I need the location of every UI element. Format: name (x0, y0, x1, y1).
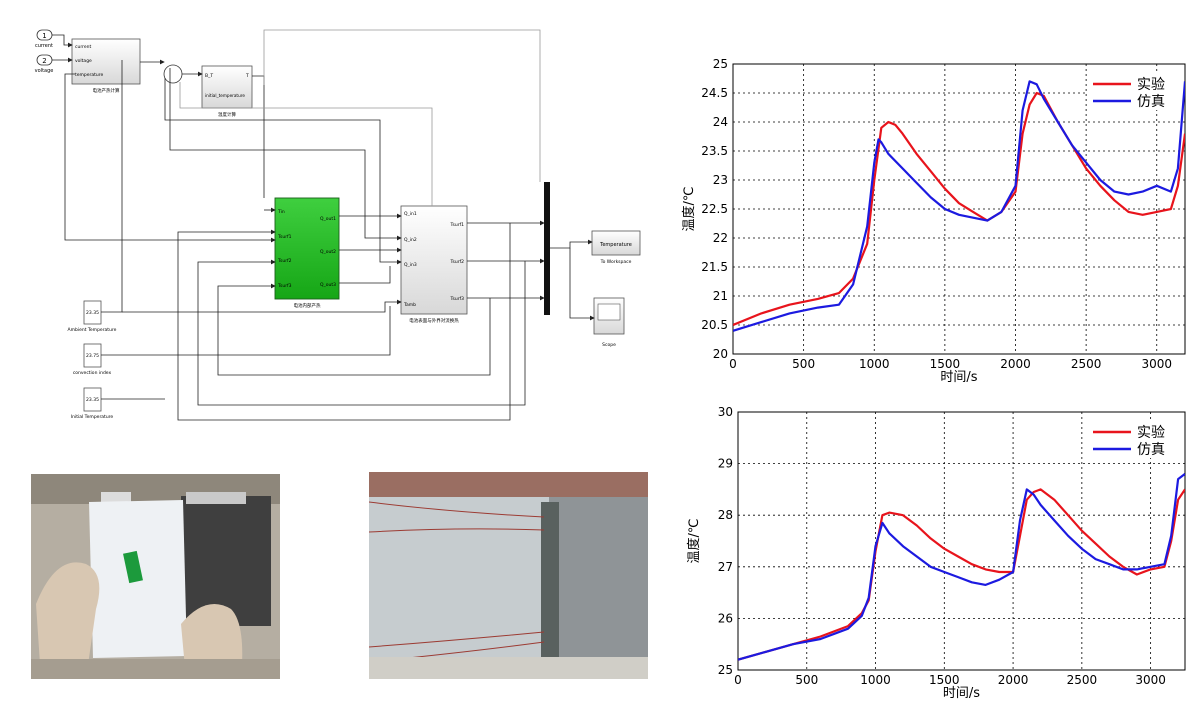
y-axis-label: 温度/℃ (686, 519, 702, 564)
y-tick-label: 21.5 (701, 260, 728, 274)
y-tick-label: 24 (713, 115, 728, 129)
svg-text:voltage: voltage (75, 58, 92, 64)
x-tick-label: 500 (795, 673, 818, 687)
y-tick-label: 20.5 (701, 318, 728, 332)
scope-block[interactable]: Scope (593, 297, 625, 348)
svg-text:Q_out1: Q_out1 (320, 216, 336, 222)
x-tick-label: 2000 (998, 673, 1029, 687)
legend (1087, 72, 1181, 110)
legend-label: 仿真 (1137, 442, 1165, 458)
y-tick-label: 20 (713, 347, 728, 361)
y-tick-label: 24.5 (701, 86, 728, 100)
svg-text:Tamb: Tamb (403, 302, 416, 308)
svg-text:Tsurf2: Tsurf2 (450, 259, 465, 265)
temperature-calc-block[interactable]: B_T T initial_temperature 温度计算 (201, 65, 253, 118)
svg-text:Tsurf1: Tsurf1 (277, 234, 292, 240)
x-tick-label: 2500 (1071, 357, 1102, 371)
svg-text:23.35: 23.35 (86, 310, 99, 316)
mux-block[interactable] (544, 182, 550, 315)
svg-text:Tsurf3: Tsurf3 (277, 283, 292, 289)
y-tick-label: 29 (718, 457, 733, 471)
sum-block[interactable] (163, 64, 183, 84)
y-tick-label: 28 (718, 508, 733, 522)
x-tick-label: 3000 (1135, 673, 1166, 687)
svg-text:convection index: convection index (73, 370, 112, 376)
x-tick-label: 1000 (859, 357, 890, 371)
battery-thermal-block[interactable]: Tin Tsurf1 Tsurf2 Tsurf3 Q_out1 Q_out2 Q… (274, 197, 340, 309)
x-tick-label: 1500 (930, 357, 961, 371)
svg-text:温度计算: 温度计算 (218, 111, 236, 118)
svg-text:23.75: 23.75 (86, 353, 99, 359)
x-axis-label: 时间/s (943, 686, 980, 701)
svg-text:Q_out3: Q_out3 (320, 282, 336, 288)
y-tick-label: 30 (718, 405, 733, 419)
y-tick-label: 25 (718, 663, 733, 677)
battery-with-sensor-photo (31, 474, 280, 679)
legend-label: 实验 (1137, 77, 1165, 93)
convection-block[interactable]: Q_in1 Q_in2 Q_in3 Tamb Tsurf1 Tsurf2 Tsu… (400, 205, 468, 324)
simulink-diagram: 1 current 2 voltage current voltage temp… (35, 29, 641, 421)
legend-label: 实验 (1137, 425, 1165, 441)
y-tick-label: 23 (713, 173, 728, 187)
y-tick-label: 21 (713, 289, 728, 303)
y-tick-label: 27 (718, 560, 733, 574)
heat-generation-block[interactable]: current voltage temperature 电池产热计算 (71, 38, 141, 94)
svg-text:2: 2 (42, 57, 46, 65)
x-tick-label: 2000 (1000, 357, 1031, 371)
svg-text:Scope: Scope (602, 342, 616, 348)
to-workspace-block[interactable]: Temperature To Workspace (591, 230, 641, 265)
y-tick-label: 22 (713, 231, 728, 245)
x-tick-label: 500 (792, 357, 815, 371)
legend-label: 仿真 (1137, 94, 1165, 110)
svg-text:电池内部产热: 电池内部产热 (294, 302, 321, 309)
svg-text:电池产热计算: 电池产热计算 (93, 87, 120, 94)
svg-text:Tsurf2: Tsurf2 (277, 258, 292, 264)
x-tick-label: 1500 (929, 673, 960, 687)
svg-text:Tin: Tin (277, 209, 285, 215)
svg-text:voltage: voltage (35, 68, 54, 74)
constant-ambient-temperature[interactable]: 23.35 Ambient Temperature (68, 300, 117, 333)
svg-text:23.35: 23.35 (86, 397, 99, 403)
svg-text:Ambient Temperature: Ambient Temperature (68, 327, 117, 333)
x-tick-label: 0 (729, 357, 737, 371)
svg-text:current: current (75, 44, 91, 50)
svg-text:Q_in2: Q_in2 (404, 237, 417, 243)
svg-text:1: 1 (42, 32, 46, 40)
y-tick-label: 26 (718, 611, 733, 625)
x-tick-label: 0 (734, 673, 742, 687)
x-tick-label: 3000 (1141, 357, 1172, 371)
svg-text:Q_out2: Q_out2 (320, 249, 336, 255)
y-axis-label: 温度/℃ (681, 187, 697, 232)
svg-text:Tsurf3: Tsurf3 (450, 296, 465, 302)
y-tick-label: 23.5 (701, 144, 728, 158)
svg-text:Initial Temperature: Initial Temperature (71, 414, 114, 420)
svg-text:initial_temperature: initial_temperature (205, 93, 245, 98)
series-line-simulation (733, 80, 1185, 332)
svg-text:temperature: temperature (75, 72, 104, 78)
inport-current[interactable]: 1 current (35, 29, 53, 49)
legend (1087, 420, 1181, 458)
series-line-simulation (738, 473, 1185, 661)
svg-text:Temperature: Temperature (599, 242, 632, 248)
y-tick-label: 25 (713, 57, 728, 71)
y-tick-label: 22.5 (701, 202, 728, 216)
svg-text:B_T: B_T (205, 73, 213, 79)
constant-initial-temperature[interactable]: 23.35 Initial Temperature (71, 387, 114, 420)
inport-voltage[interactable]: 2 voltage (35, 54, 54, 74)
svg-text:current: current (35, 43, 53, 49)
x-tick-label: 2500 (1067, 673, 1098, 687)
svg-text:电池表面与外界对流换热: 电池表面与外界对流换热 (409, 317, 459, 324)
constant-convection-index[interactable]: 23.75 convection index (73, 343, 112, 376)
svg-text:T: T (245, 73, 249, 79)
battery-with-thermocouples-photo (369, 472, 648, 679)
signal-lines (52, 29, 595, 421)
temperature-chart-2: 0 500 1000 1500 2000 2500 3000 25 26 27 28 29 30 时间/s… (686, 405, 1186, 701)
svg-text:Tsurf1: Tsurf1 (450, 222, 465, 228)
svg-text:To Workspace: To Workspace (600, 259, 632, 265)
x-axis-label: 时间/s (940, 370, 977, 385)
x-tick-label: 1000 (860, 673, 891, 687)
svg-text:Q_in1: Q_in1 (404, 211, 417, 217)
temperature-chart-1: 0 500 1000 1500 2000 2500 3000 20 20.5 21 21.5 22 22… (681, 57, 1186, 385)
svg-text:Q_in3: Q_in3 (404, 262, 417, 268)
